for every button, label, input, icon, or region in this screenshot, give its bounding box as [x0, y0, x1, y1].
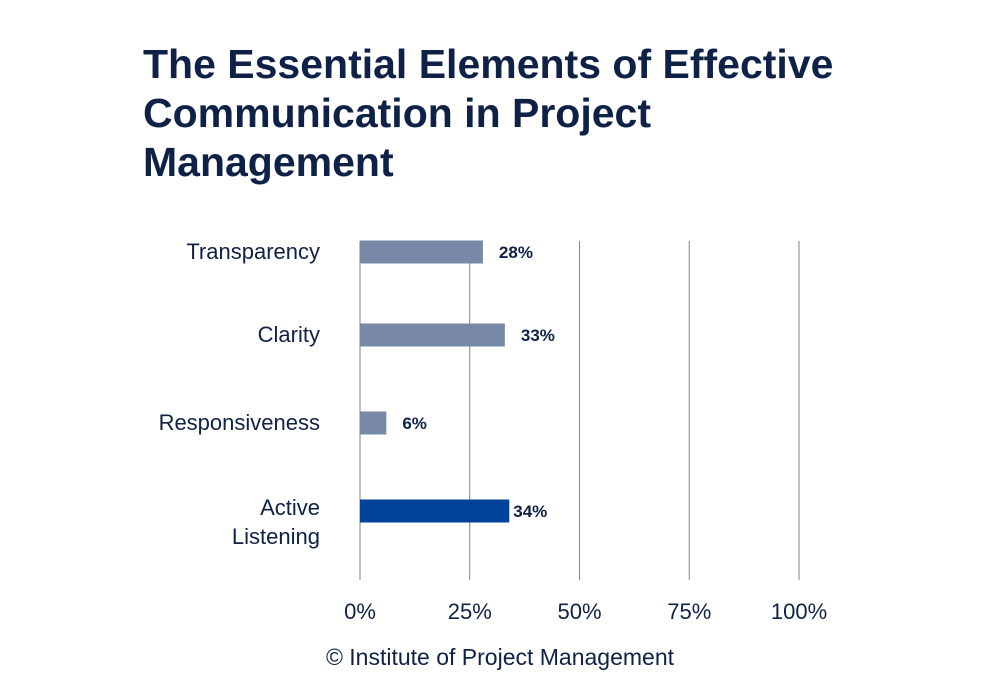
grid-layer: [359, 241, 800, 580]
bar-responsiveness: [360, 411, 387, 435]
category-label: Active: [260, 495, 320, 520]
category-label: Listening: [232, 524, 320, 549]
bar-clarity: [360, 323, 505, 347]
category-label: Clarity: [258, 322, 320, 347]
value-label: 28%: [499, 243, 533, 262]
value-label: 33%: [521, 326, 555, 345]
label-layer: 0% 25% 50% 75% 100% 28% Transparency 33% Clarity…: [159, 239, 828, 624]
x-tick-label: 75%: [667, 599, 711, 624]
x-tick-label: 50%: [557, 599, 601, 624]
category-label: Responsiveness: [159, 410, 320, 435]
x-tick-label: 0%: [344, 599, 376, 624]
copyright-footer: © Institute of Project Management: [325, 644, 675, 670]
x-tick-label: 25%: [448, 599, 492, 624]
bar-layer: [360, 240, 510, 523]
category-label: Transparency: [186, 239, 320, 264]
value-label: 6%: [402, 414, 427, 433]
chart-title: The Essential Elements of Effective Comm…: [143, 41, 834, 185]
value-label: 34%: [513, 502, 547, 521]
x-tick-label: 100%: [771, 599, 827, 624]
bar-transparency: [360, 240, 483, 264]
bar-active-listening: [360, 499, 510, 523]
